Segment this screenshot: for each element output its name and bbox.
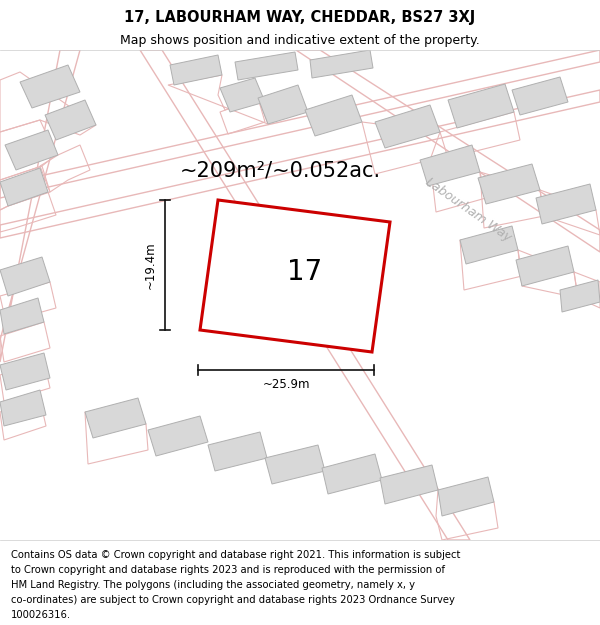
Polygon shape: [448, 84, 514, 128]
Polygon shape: [460, 226, 518, 264]
Polygon shape: [322, 454, 382, 494]
Polygon shape: [208, 432, 267, 471]
Text: co-ordinates) are subject to Crown copyright and database rights 2023 Ordnance S: co-ordinates) are subject to Crown copyr…: [11, 595, 455, 605]
Polygon shape: [45, 100, 96, 140]
Polygon shape: [305, 95, 362, 136]
Polygon shape: [420, 145, 480, 186]
Polygon shape: [148, 416, 208, 456]
Text: ~25.9m: ~25.9m: [262, 378, 310, 391]
Polygon shape: [516, 246, 574, 286]
Polygon shape: [220, 78, 265, 112]
Polygon shape: [0, 390, 46, 426]
Polygon shape: [438, 477, 494, 516]
Polygon shape: [560, 280, 600, 312]
Polygon shape: [478, 164, 540, 204]
Polygon shape: [0, 168, 48, 206]
Polygon shape: [85, 398, 146, 438]
Text: ~19.4m: ~19.4m: [144, 241, 157, 289]
Polygon shape: [20, 65, 80, 108]
Text: 100026316.: 100026316.: [11, 610, 71, 620]
Polygon shape: [0, 257, 50, 296]
Polygon shape: [200, 200, 390, 352]
Text: 17: 17: [287, 258, 323, 286]
Text: Contains OS data © Crown copyright and database right 2021. This information is : Contains OS data © Crown copyright and d…: [11, 550, 460, 560]
Polygon shape: [536, 184, 596, 224]
Polygon shape: [0, 353, 50, 390]
Text: to Crown copyright and database rights 2023 and is reproduced with the permissio: to Crown copyright and database rights 2…: [11, 565, 445, 575]
Polygon shape: [235, 52, 298, 80]
Text: Map shows position and indicative extent of the property.: Map shows position and indicative extent…: [120, 34, 480, 47]
Polygon shape: [258, 85, 308, 124]
Polygon shape: [0, 298, 44, 334]
Text: ~209m²/~0.052ac.: ~209m²/~0.052ac.: [180, 160, 381, 180]
Polygon shape: [512, 77, 568, 115]
Polygon shape: [380, 465, 438, 504]
Text: Labourham Way: Labourham Way: [422, 176, 514, 244]
Text: HM Land Registry. The polygons (including the associated geometry, namely x, y: HM Land Registry. The polygons (includin…: [11, 580, 415, 590]
Polygon shape: [265, 445, 325, 484]
Text: 17, LABOURHAM WAY, CHEDDAR, BS27 3XJ: 17, LABOURHAM WAY, CHEDDAR, BS27 3XJ: [124, 10, 476, 25]
Polygon shape: [375, 105, 440, 148]
Polygon shape: [170, 55, 222, 85]
Polygon shape: [5, 130, 58, 170]
Polygon shape: [310, 50, 373, 78]
